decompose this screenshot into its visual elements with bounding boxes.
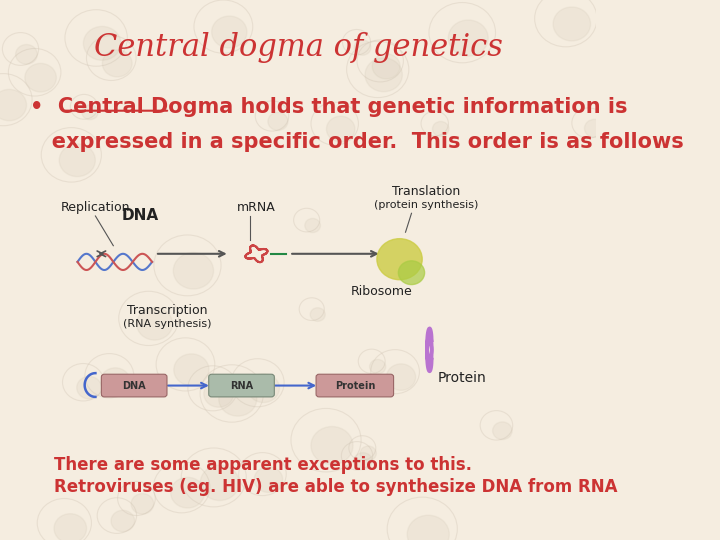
Text: Protein: Protein	[335, 381, 375, 390]
Text: Central dogma of genetics: Central dogma of genetics	[94, 32, 503, 63]
Circle shape	[200, 465, 239, 501]
Circle shape	[585, 119, 605, 138]
Circle shape	[137, 307, 173, 340]
Circle shape	[377, 239, 422, 280]
Circle shape	[84, 26, 121, 60]
Circle shape	[398, 261, 425, 285]
FancyBboxPatch shape	[209, 374, 274, 397]
Text: Protein: Protein	[438, 371, 487, 385]
Text: There are some apparent exceptions to this.: There are some apparent exceptions to th…	[54, 456, 472, 474]
Circle shape	[82, 105, 98, 120]
Circle shape	[59, 144, 95, 177]
Text: expressed in a specific order.  This order is as follows: expressed in a specific order. This orde…	[30, 132, 683, 152]
Circle shape	[372, 53, 400, 79]
Circle shape	[171, 477, 204, 508]
Text: (RNA synthesis): (RNA synthesis)	[122, 319, 211, 329]
Circle shape	[553, 7, 590, 41]
Text: RNA: RNA	[230, 381, 253, 390]
Circle shape	[449, 20, 488, 56]
Circle shape	[174, 253, 214, 289]
Circle shape	[0, 90, 27, 121]
Circle shape	[326, 116, 355, 142]
Circle shape	[408, 515, 449, 540]
Circle shape	[305, 218, 320, 233]
Circle shape	[433, 122, 449, 137]
Text: (protein synthesis): (protein synthesis)	[374, 200, 479, 210]
Text: Translation: Translation	[392, 185, 461, 198]
Circle shape	[102, 50, 132, 77]
Text: DNA: DNA	[122, 208, 158, 224]
Circle shape	[204, 380, 233, 407]
Text: Transcription: Transcription	[127, 304, 207, 317]
Circle shape	[365, 58, 402, 92]
Circle shape	[111, 510, 135, 532]
Circle shape	[212, 16, 247, 48]
Text: mRNA: mRNA	[237, 201, 276, 214]
Circle shape	[311, 427, 353, 464]
Text: Replication: Replication	[60, 201, 130, 214]
Circle shape	[360, 446, 377, 461]
Circle shape	[77, 376, 102, 399]
FancyBboxPatch shape	[102, 374, 167, 397]
Text: Retroviruses (eg. HIV) are able to synthesize DNA from RNA: Retroviruses (eg. HIV) are able to synth…	[54, 478, 617, 496]
Circle shape	[354, 453, 372, 470]
FancyBboxPatch shape	[316, 374, 394, 397]
Circle shape	[131, 494, 153, 514]
Circle shape	[492, 422, 512, 440]
Circle shape	[16, 44, 37, 64]
Circle shape	[248, 374, 279, 402]
Circle shape	[268, 112, 288, 131]
Circle shape	[310, 308, 325, 321]
Text: Ribosome: Ribosome	[351, 285, 413, 298]
Text: DNA: DNA	[122, 381, 146, 390]
Circle shape	[25, 63, 56, 92]
Circle shape	[354, 40, 371, 55]
Circle shape	[369, 360, 386, 374]
Circle shape	[387, 364, 415, 390]
Text: •  Central Dogma holds that genetic information is: • Central Dogma holds that genetic infor…	[30, 97, 627, 117]
Circle shape	[254, 467, 283, 492]
Circle shape	[174, 354, 209, 386]
Circle shape	[101, 368, 130, 394]
Circle shape	[219, 382, 257, 416]
Circle shape	[54, 514, 86, 540]
